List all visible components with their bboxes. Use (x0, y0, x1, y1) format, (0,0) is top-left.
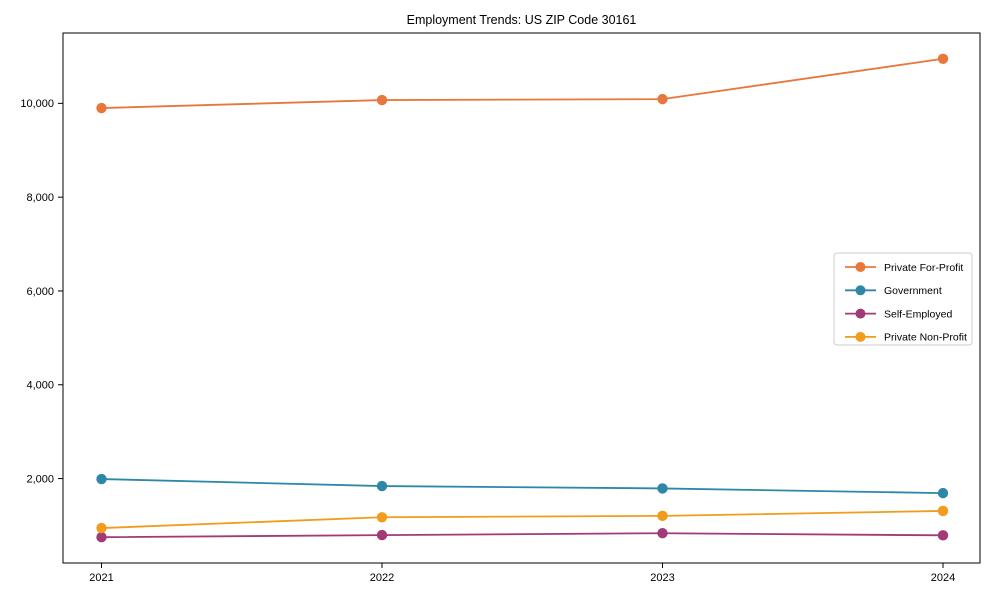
series-point-self-employed-2021 (96, 532, 107, 543)
chart-title: Employment Trends: US ZIP Code 30161 (407, 13, 637, 27)
series-line-private-for-profit (101, 57, 944, 109)
series-point-private-non-profit-2022 (376, 512, 388, 523)
series-point-private-for-profit-2021 (96, 102, 107, 114)
series-point-private-non-profit-2023 (657, 510, 668, 522)
series-point-private-non-profit-2021 (96, 522, 107, 534)
legend-label-private-for-profit: Private For-Profit (884, 262, 963, 274)
x-axis-tick-label: 2022 (370, 572, 394, 584)
x-axis-tick-label: 2023 (650, 572, 674, 584)
series-line-government (101, 478, 944, 495)
series-point-private-for-profit-2022 (376, 94, 388, 106)
legend-marker-private-non-profit (855, 331, 866, 342)
legend-marker-government (855, 285, 866, 296)
legend-marker-self-employed (855, 308, 866, 319)
y-axis-tick-label: 10,000 (20, 98, 54, 110)
y-axis-tick-label: 6,000 (26, 286, 54, 298)
series-point-government-2024 (937, 487, 949, 499)
series-point-private-non-profit-2024 (937, 505, 949, 517)
series-point-private-for-profit-2024 (937, 53, 949, 64)
series-point-self-employed-2024 (937, 530, 949, 541)
series-point-government-2023 (657, 483, 668, 494)
plot-area: 2,000 4,000 6,000 8,000 10,000 2021 2022 2023 20… (20, 32, 981, 584)
x-axis-tick-label: 2021 (89, 572, 113, 584)
series-point-self-employed-2023 (657, 528, 668, 539)
series-point-government-2021 (96, 473, 107, 485)
series-point-self-employed-2022 (376, 529, 388, 541)
legend-box (833, 252, 973, 346)
y-axis-tick-label: 2,000 (26, 473, 54, 485)
legend-label-private-non-profit: Private Non-Profit (884, 332, 967, 344)
series-point-private-for-profit-2023 (657, 93, 668, 105)
legend-label-government: Government (884, 285, 942, 297)
legend-label-self-employed: Self-Employed (884, 308, 952, 320)
series-point-government-2022 (376, 480, 388, 492)
series-line-self-employed (101, 532, 944, 539)
series-line-private-non-profit (101, 510, 944, 529)
x-axis-tick-label: 2024 (931, 572, 955, 584)
plot-frame (62, 32, 981, 564)
legend-marker-private-for-profit (855, 262, 866, 272)
y-axis-tick-label: 4,000 (26, 380, 54, 392)
y-axis-tick-label: 8,000 (26, 192, 54, 204)
